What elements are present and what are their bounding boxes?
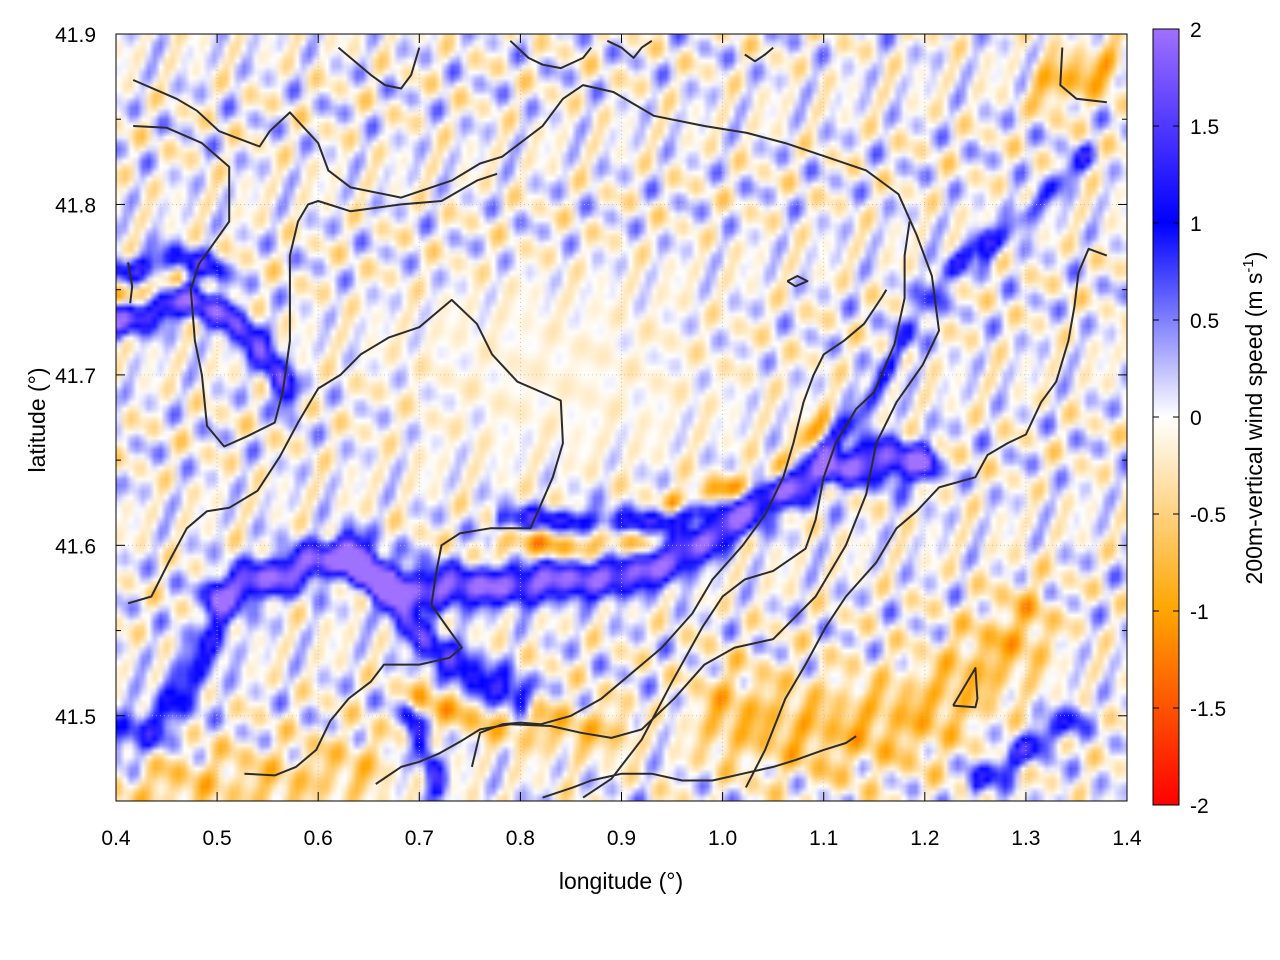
- y-tick-label: 41.9: [55, 24, 96, 47]
- contour-line: [786, 275, 809, 288]
- contour-line: [745, 247, 1108, 788]
- colorbar-label: 200m-vertical wind speed: [1241, 324, 1267, 585]
- contour-line: [127, 298, 564, 777]
- x-axis-title: longitude (°): [559, 868, 683, 894]
- contour-line: [127, 262, 134, 304]
- colorbar-unit-exponent: -1: [1240, 259, 1257, 272]
- x-tick-label: 1.3: [1011, 827, 1040, 850]
- contour-line: [542, 735, 857, 799]
- x-axis: 0.4 0.5 0.6 0.7 0.8 0.9 1.0 1.1 1.2 1.3 1.4: [101, 34, 1142, 850]
- contour-line: [132, 79, 940, 785]
- x-tick-label: 0.5: [202, 827, 231, 850]
- colorbar-tick-label: 1: [1190, 213, 1202, 236]
- colorbar-tick-label: 1.5: [1190, 116, 1219, 139]
- contour-line: [470, 289, 888, 768]
- x-tick-label: 0.8: [506, 827, 535, 850]
- contour-line: [1059, 47, 1107, 104]
- contour-line: [337, 46, 421, 90]
- colorbar-ticks: 2 1.5 1 0.5 0 -0.5 -1 -1.5 -2: [1153, 19, 1226, 818]
- x-tick-label: 1.0: [708, 827, 737, 850]
- colorbar-tick-label: -1.5: [1190, 698, 1226, 721]
- colorbar-tick-label: -0.5: [1190, 504, 1226, 527]
- terrain-contours: [127, 39, 1108, 799]
- x-tick-label: 1.1: [809, 827, 838, 850]
- x-tick-label: 1.4: [1112, 827, 1142, 850]
- colorbar-tick-label: 2: [1190, 19, 1202, 42]
- contour-line: [952, 667, 979, 709]
- colorbar-tick-label: -2: [1190, 795, 1209, 818]
- colorbar-tick-label: 0: [1190, 407, 1202, 430]
- colorbar-unit: (m s: [1241, 273, 1267, 318]
- colorbar-tick-label: 0.5: [1190, 310, 1219, 333]
- contour-line: [509, 40, 592, 70]
- contour-line: [744, 46, 774, 63]
- contour-line: [582, 221, 911, 799]
- colorbar: 2 1.5 1 0.5 0 -0.5 -1 -1.5 -2 200m-vertical wind…: [1152, 19, 1267, 818]
- wind-speed-heatmap: [116, 34, 1127, 801]
- colorbar-tick-label: -1: [1190, 601, 1209, 624]
- y-axis-title: latitude (°): [24, 367, 50, 472]
- contour-line: [133, 125, 498, 448]
- y-tick-label: 41.7: [55, 365, 96, 388]
- x-tick-label: 1.2: [910, 827, 939, 850]
- x-tick-label: 0.4: [101, 827, 131, 850]
- y-axis: 41.5 41.6 41.7 41.8 41.9: [55, 24, 1127, 729]
- y-tick-label: 41.5: [55, 706, 96, 729]
- x-tick-label: 0.7: [405, 827, 434, 850]
- contour-line: [606, 39, 653, 59]
- colorbar-unit-close: ): [1241, 252, 1267, 260]
- x-tick-label: 0.9: [607, 827, 636, 850]
- x-tick-label: 0.6: [304, 827, 333, 850]
- y-tick-label: 41.8: [55, 194, 96, 217]
- y-tick-label: 41.6: [55, 535, 96, 558]
- colorbar-title: 200m-vertical wind speed (m s-1): [1240, 252, 1267, 585]
